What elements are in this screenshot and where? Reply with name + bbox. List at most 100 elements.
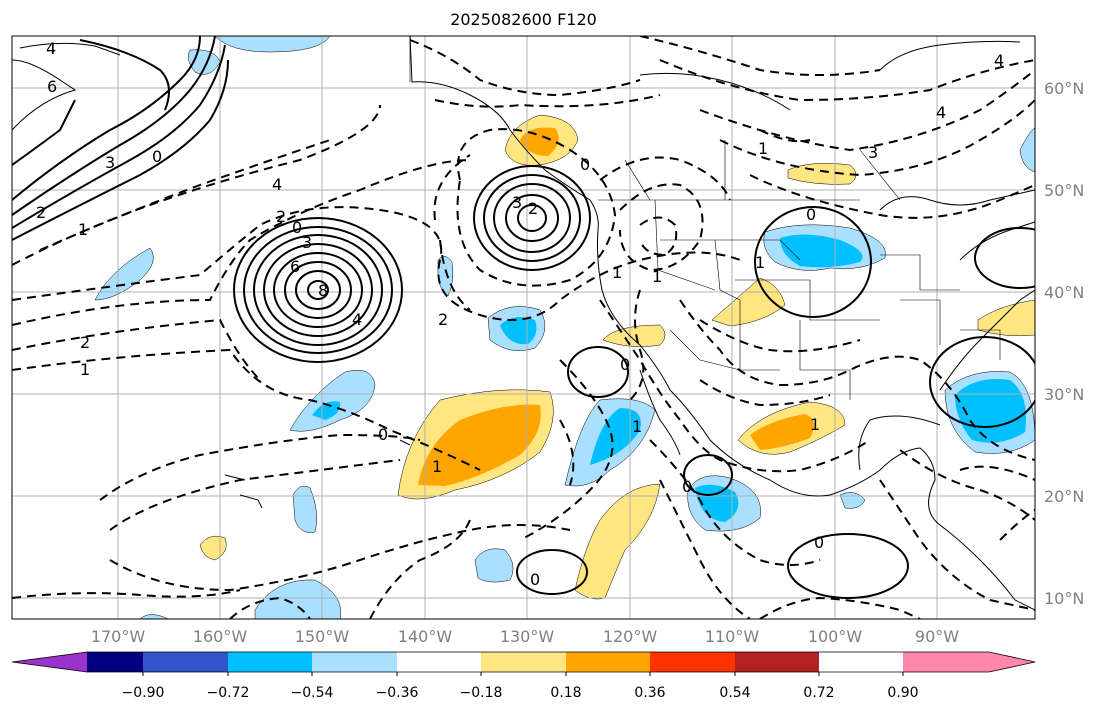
- shade-light-blue: [437, 256, 454, 297]
- colorbar-extend-low: [12, 652, 87, 672]
- colorbar-segment: [143, 652, 228, 672]
- colorbar-extend-high: [989, 652, 1035, 672]
- contour-label: 1: [758, 139, 768, 158]
- colorbar-segment: [650, 652, 735, 672]
- shade-light-yellow: [977, 299, 1035, 337]
- map-frame: [11, 35, 1036, 620]
- lat-label: 20°N: [1044, 487, 1084, 506]
- shade-light-blue: [139, 614, 169, 619]
- colorbar-segment: [566, 652, 650, 672]
- contour-label: 1: [612, 263, 622, 282]
- colorbar-segment: [87, 652, 143, 672]
- shade-light-yellow: [711, 277, 786, 327]
- contour-label: 4: [994, 51, 1004, 70]
- contour-label: 0: [580, 155, 590, 174]
- contour-label: 4: [352, 310, 362, 329]
- contour-label: 2: [438, 310, 448, 329]
- lat-label: 10°N: [1044, 589, 1084, 608]
- shade-deep-blue: [780, 234, 863, 268]
- colorbar-tick-label: −0.54: [291, 685, 334, 701]
- contour-label: 1: [78, 220, 88, 239]
- colorbar-segment: [228, 652, 312, 672]
- lon-label: 90°W: [915, 627, 959, 646]
- colorbar-outline: [11, 651, 1036, 673]
- contour-label: 2: [276, 207, 286, 226]
- lon-label: 140°W: [398, 627, 453, 646]
- contour-label: 2: [528, 199, 538, 218]
- contour-label: 2: [80, 333, 90, 352]
- contour-label: 0: [152, 147, 162, 166]
- shade-light-yellow: [199, 535, 227, 561]
- dashed-contours: [12, 36, 1035, 619]
- contour-label: 0: [530, 570, 540, 589]
- colorbar-segment: [397, 652, 481, 672]
- lon-label: 110°W: [705, 627, 760, 646]
- shading-layer: [94, 36, 1035, 619]
- shade-orange: [418, 404, 541, 486]
- longitude-axis: 170°W 160°W 150°W 140°W 130°W 120°W 110°…: [91, 627, 959, 646]
- contour-label: 1: [810, 415, 820, 434]
- shade-light-blue: [214, 36, 331, 53]
- contour-label: 1: [80, 360, 90, 379]
- shade-orange: [750, 414, 814, 450]
- lon-label: 120°W: [603, 627, 658, 646]
- shade-light-blue: [474, 548, 514, 583]
- shade-light-blue: [292, 485, 317, 533]
- latitude-axis: 60°N 50°N 40°N 30°N 20°N 10°N: [1044, 79, 1084, 608]
- contour-label: 3: [868, 143, 878, 162]
- contour-label: 0: [620, 355, 630, 374]
- lon-label: 170°W: [91, 627, 146, 646]
- lat-label: 60°N: [1044, 79, 1084, 98]
- contour-label: 8: [318, 281, 328, 300]
- colorbar-tick-label: 0.72: [803, 685, 834, 701]
- lon-label: 160°W: [193, 627, 248, 646]
- colorbar-segment: [735, 652, 819, 672]
- contour-label: 0: [806, 205, 816, 224]
- shade-light-blue: [839, 492, 866, 509]
- colorbar: [11, 651, 1036, 673]
- contour-label: 6: [290, 257, 300, 276]
- colorbar-segment: [481, 652, 566, 672]
- contour-label: 2: [36, 203, 46, 222]
- contour-label: 4: [936, 103, 946, 122]
- contour-label: 4: [272, 175, 282, 194]
- colorbar-tick-label: −0.36: [376, 685, 419, 701]
- contour-label: 6: [47, 77, 57, 96]
- shade-deep-blue: [312, 401, 341, 420]
- contour-label: 0: [378, 425, 388, 444]
- colorbar-tick-label: 0.36: [634, 685, 665, 701]
- shade-light-blue: [254, 579, 341, 619]
- lat-label: 40°N: [1044, 283, 1084, 302]
- colorbar-segment: [903, 652, 989, 672]
- colorbar-tick-label: 0.90: [887, 685, 918, 701]
- contour-label: 1: [432, 457, 442, 476]
- contour-labels: 4 6 3 0 2 4 1 2 0 3 6 8 4 2 2 1 0 1 3 2 …: [36, 39, 1004, 589]
- map-title: 2025082600 F120: [450, 10, 597, 29]
- contour-label: 0: [814, 533, 824, 552]
- shade-orange: [520, 127, 559, 156]
- contour-label: 0: [292, 218, 302, 237]
- lat-label: 50°N: [1044, 181, 1084, 200]
- colorbar-ticks: −0.90 −0.72 −0.54 −0.36 −0.18 0.18 0.36 0.54 0.7…: [122, 672, 919, 701]
- lon-label: 100°W: [808, 627, 863, 646]
- colorbar-tick-label: −0.90: [122, 685, 165, 701]
- contour-label: 4: [46, 39, 56, 58]
- contour-label: 1: [652, 267, 662, 286]
- lat-label: 30°N: [1044, 385, 1084, 404]
- colorbar-segment: [312, 652, 397, 672]
- colorbar-tick-label: 0.18: [550, 685, 581, 701]
- map-plot-area: 4 6 3 0 2 4 1 2 0 3 6 8 4 2 2 1 0 1 3 2 …: [12, 36, 1035, 619]
- contour-label: 3: [105, 153, 115, 172]
- shade-light-blue: [289, 369, 376, 432]
- solid-contours: [12, 36, 1035, 599]
- lon-label: 130°W: [500, 627, 555, 646]
- colorbar-tick-label: 0.54: [719, 685, 750, 701]
- colorbar-tick-label: −0.18: [460, 685, 503, 701]
- contour-label: 3: [302, 233, 312, 252]
- shade-light-yellow: [574, 483, 661, 600]
- contour-label: 3: [512, 193, 522, 212]
- colorbar-tick-label: −0.72: [207, 685, 250, 701]
- contour-label: 0: [682, 477, 692, 496]
- shade-deep-blue: [590, 408, 641, 465]
